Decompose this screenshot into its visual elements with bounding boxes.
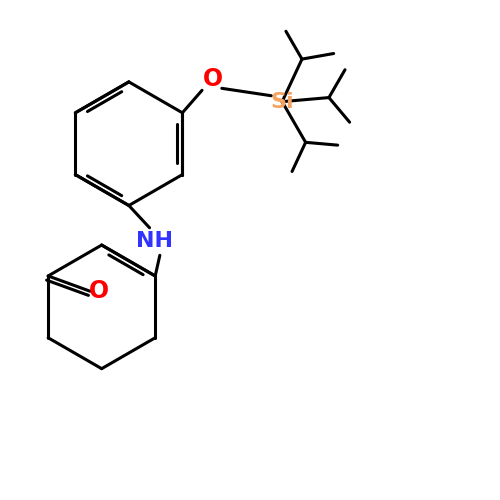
Text: NH: NH (136, 230, 173, 250)
Text: O: O (89, 279, 109, 303)
Text: Si: Si (270, 92, 294, 112)
Text: O: O (203, 68, 223, 92)
